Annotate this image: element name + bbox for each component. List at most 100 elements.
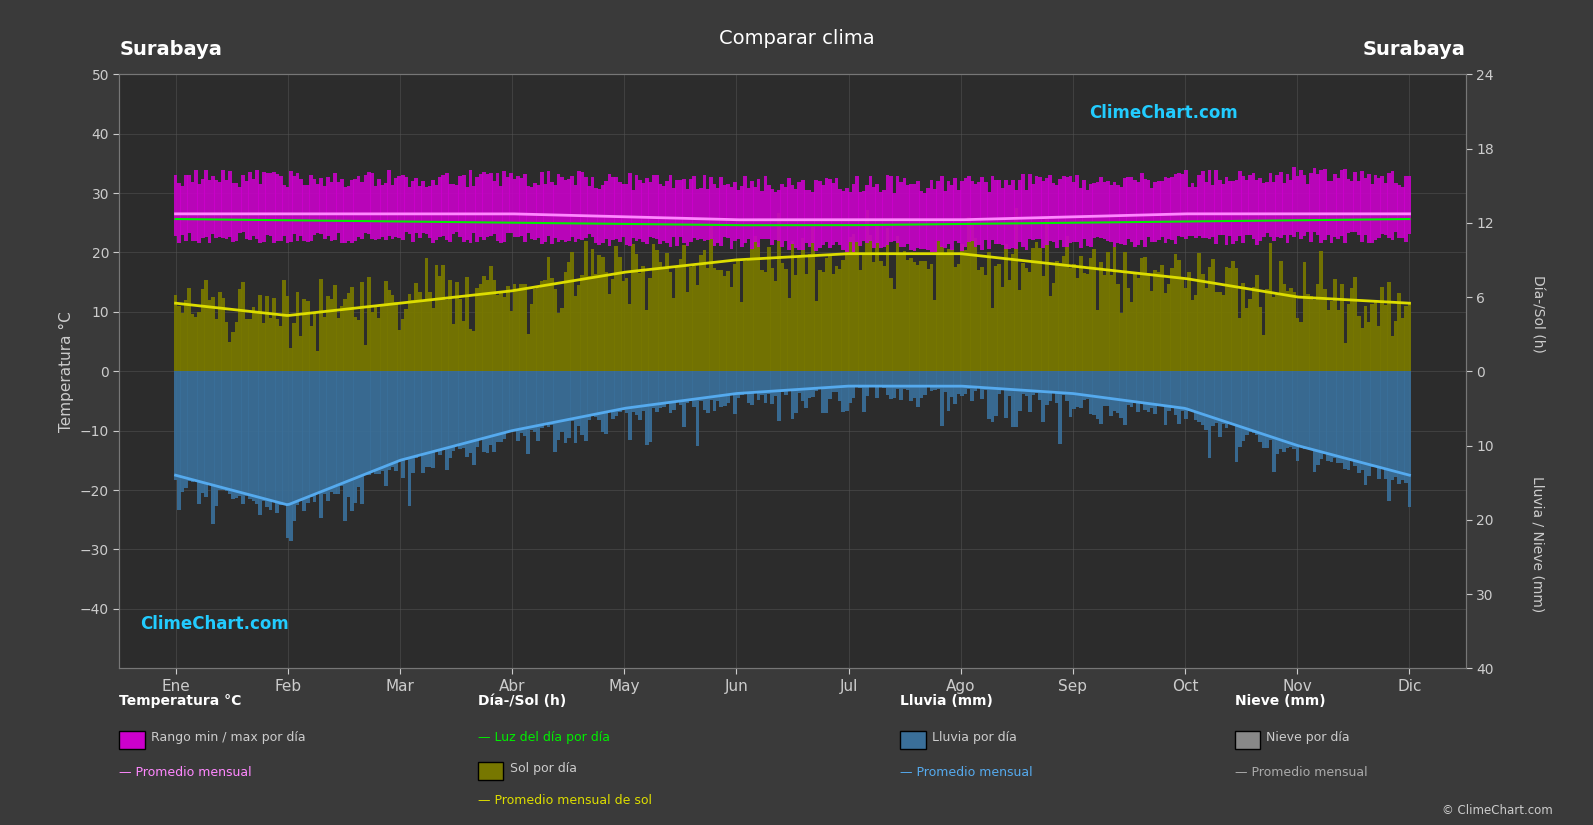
Bar	[852, 234, 855, 371]
Bar	[961, 244, 964, 371]
Bar	[1163, 293, 1168, 371]
Bar	[429, 371, 432, 467]
Bar	[231, 371, 236, 499]
Bar	[984, 182, 988, 240]
Bar	[855, 177, 859, 242]
Bar	[390, 371, 395, 467]
Bar	[1364, 178, 1367, 234]
Bar	[1109, 185, 1114, 242]
Bar	[215, 319, 218, 371]
Bar	[177, 183, 182, 243]
Bar	[272, 172, 276, 243]
Bar	[930, 264, 933, 371]
Bar	[1303, 371, 1306, 449]
Bar	[1031, 184, 1035, 240]
Bar	[1120, 371, 1123, 417]
Bar	[967, 217, 970, 371]
Bar	[1300, 371, 1303, 446]
Bar	[516, 371, 519, 441]
Bar	[1370, 185, 1375, 243]
Bar	[309, 326, 314, 371]
Bar	[980, 266, 984, 371]
Bar	[1262, 183, 1265, 237]
Bar	[1075, 277, 1078, 371]
Bar	[594, 274, 597, 371]
Bar	[435, 185, 438, 240]
Bar	[201, 371, 204, 493]
Bar	[771, 371, 774, 404]
Bar	[696, 371, 699, 446]
Bar	[492, 371, 495, 452]
Bar	[1300, 322, 1303, 371]
Bar	[801, 371, 804, 401]
Bar	[397, 330, 401, 371]
Bar	[903, 252, 906, 371]
Bar	[1021, 263, 1024, 371]
Bar	[1309, 296, 1313, 371]
Bar	[1184, 288, 1188, 371]
Bar	[492, 181, 495, 233]
Bar	[242, 371, 245, 504]
Bar	[832, 182, 835, 244]
Text: Comparar clima: Comparar clima	[718, 29, 875, 48]
Bar	[624, 183, 628, 245]
Bar	[218, 371, 221, 489]
Bar	[401, 371, 405, 478]
Bar	[502, 371, 507, 439]
Bar	[706, 268, 709, 371]
Bar	[1069, 371, 1072, 417]
Bar	[706, 189, 709, 241]
Text: Lluvia / Nieve (mm): Lluvia / Nieve (mm)	[1531, 476, 1544, 613]
Bar	[634, 254, 639, 371]
Bar	[639, 273, 642, 371]
Bar	[883, 191, 886, 247]
Bar	[513, 179, 516, 237]
Bar	[1093, 183, 1096, 238]
Bar	[381, 371, 384, 471]
Bar	[553, 185, 558, 238]
Bar	[354, 317, 357, 371]
Bar	[1198, 371, 1201, 422]
Bar	[723, 185, 726, 238]
Bar	[1144, 179, 1147, 247]
Bar	[556, 174, 561, 242]
Bar	[1340, 170, 1343, 236]
Bar	[804, 371, 808, 408]
Bar	[883, 266, 886, 371]
Bar	[973, 238, 978, 371]
Bar	[1201, 371, 1204, 426]
Bar	[868, 235, 873, 371]
Bar	[510, 371, 513, 432]
Bar	[685, 190, 690, 246]
Bar	[366, 277, 371, 371]
Bar	[615, 371, 618, 416]
Bar	[594, 371, 597, 417]
Bar	[717, 188, 720, 243]
Bar	[249, 172, 252, 240]
Bar	[210, 176, 215, 234]
Bar	[760, 270, 765, 371]
Bar	[675, 371, 679, 402]
Bar	[276, 173, 279, 241]
Bar	[930, 181, 933, 252]
Bar	[1252, 172, 1255, 238]
Bar	[688, 179, 693, 242]
Bar	[1327, 309, 1330, 371]
Bar	[1008, 185, 1012, 249]
Bar	[1090, 184, 1093, 247]
Bar	[685, 371, 690, 403]
Bar	[577, 371, 581, 426]
Bar	[1384, 304, 1388, 371]
Bar	[844, 371, 849, 411]
Bar	[1120, 187, 1123, 243]
Bar	[1364, 305, 1367, 371]
Bar	[1066, 371, 1069, 401]
Bar	[658, 262, 663, 371]
Bar	[787, 178, 792, 251]
Bar	[739, 186, 744, 248]
Bar	[790, 186, 795, 244]
Bar	[269, 318, 272, 371]
Bar	[1177, 260, 1180, 371]
Bar	[798, 182, 801, 250]
Bar	[320, 371, 323, 518]
